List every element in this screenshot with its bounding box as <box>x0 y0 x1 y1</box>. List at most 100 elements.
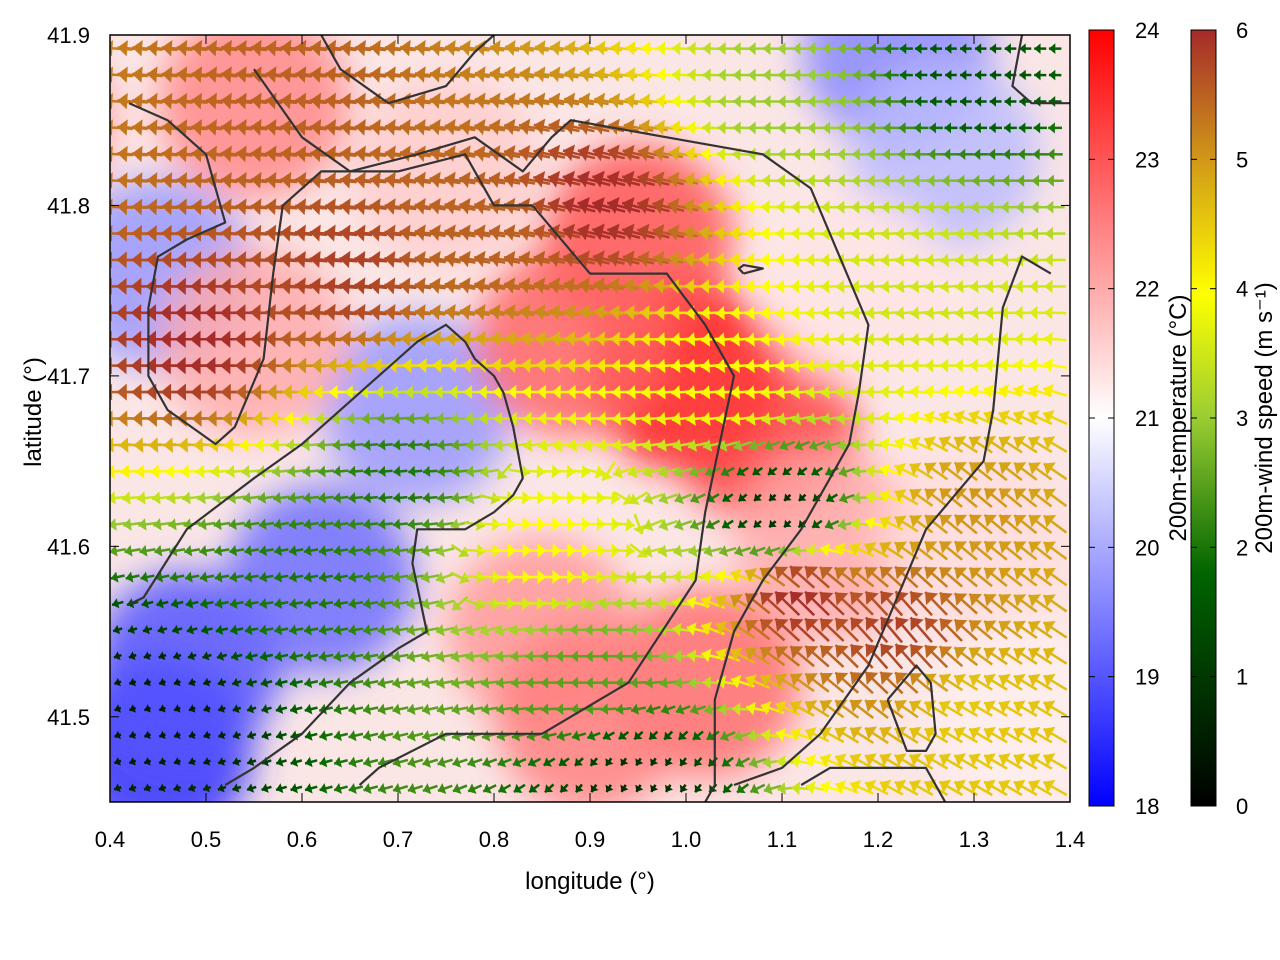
wind-arrow-222 <box>555 703 573 716</box>
wind-arrow-132 <box>173 730 181 739</box>
wind-arrow-1369 <box>473 224 506 241</box>
wind-arrow-312 <box>938 673 964 692</box>
y-tick-label: 41.7 <box>47 364 90 389</box>
wind-arrow-1243 <box>503 277 535 294</box>
wind-arrow-638 <box>1028 540 1053 561</box>
wind-arrow-1424 <box>339 198 372 216</box>
wind-arrow-610 <box>612 543 635 558</box>
wind-arrow-697 <box>953 513 978 535</box>
wind-arrow-809 <box>720 466 735 477</box>
wind-arrow-1722 <box>974 96 987 107</box>
wind-arrow-386 <box>142 624 153 635</box>
wind-arrow-1619 <box>384 119 416 136</box>
wind-arrow-161 <box>602 730 615 741</box>
wind-arrow-94 <box>558 757 570 767</box>
wind-arrow-229 <box>660 703 676 715</box>
wind-arrow-740 <box>643 492 664 505</box>
wind-arrow-472 <box>464 598 485 611</box>
wind-arrow-566 <box>909 565 934 589</box>
wind-arrow-1590 <box>912 148 930 161</box>
wind-arrow-1445 <box>652 197 685 215</box>
wind-arrow-71 <box>217 757 226 766</box>
wind-arrow-613 <box>657 544 679 558</box>
wind-arrow-404 <box>406 624 424 637</box>
wind-arrow-873 <box>718 439 738 452</box>
wind-arrow-11 <box>275 783 288 794</box>
wind-arrow-654 <box>318 518 334 530</box>
x-tick-label: 0.7 <box>383 827 414 852</box>
wind-arrow-1662 <box>1033 122 1047 134</box>
wind-arrow-758 <box>909 488 934 507</box>
wind-arrow-634 <box>968 540 993 561</box>
wind-arrow-1736 <box>221 66 253 83</box>
wind-arrow-187 <box>983 726 1008 744</box>
wind-arrow-1316 <box>637 250 669 268</box>
wind-arrow-116 <box>879 753 904 770</box>
wind-arrow-1317 <box>653 250 684 268</box>
wind-arrow-1299 <box>384 250 417 268</box>
wind-arrow-1778 <box>852 68 871 82</box>
wind-arrow-457 <box>244 597 259 610</box>
wind-arrow-377 <box>953 646 979 667</box>
wind-arrow-85 <box>422 756 439 768</box>
wind-arrow-17 <box>363 782 379 795</box>
x-axis-ticks: 0.4 0.5 0.6 0.7 0.8 0.9 1.0 1.1 1.2 1.3 1.4 <box>95 35 1085 852</box>
wind-arrow-575 <box>1042 567 1068 587</box>
wind-arrow-1807 <box>325 39 357 57</box>
wind-arrow-1508 <box>637 170 670 188</box>
wind-arrow-37 <box>664 784 674 793</box>
wind-arrow-1426 <box>369 198 402 215</box>
wind-arrow-337 <box>362 650 379 663</box>
wind-arrow-1801 <box>235 39 268 57</box>
wind-arrow-1215 <box>1044 305 1067 320</box>
wind-arrow-1427 <box>384 198 417 215</box>
wind-arrow-382 <box>1028 647 1053 665</box>
wind-arrow-77 <box>304 756 318 768</box>
wind-arrow-374 <box>909 643 934 669</box>
wind-arrow-293 <box>659 676 677 689</box>
wind-arrow-721 <box>363 492 378 504</box>
wind-arrow-328 <box>230 651 243 662</box>
wind-arrow-1614 <box>310 119 342 136</box>
wind-arrow-1170 <box>369 303 402 321</box>
wind-arrow-696 <box>939 514 963 535</box>
wind-arrow-230 <box>675 703 691 715</box>
wind-arrow-813 <box>782 466 793 476</box>
wind-arrow-1549 <box>295 145 327 163</box>
wind-arrow-568 <box>938 566 964 588</box>
wind-arrow-1841 <box>837 42 856 55</box>
wind-arrow-1653 <box>898 122 915 134</box>
wind-arrow-365 <box>774 645 801 667</box>
wind-arrow-464 <box>348 597 364 610</box>
wind-arrow-726 <box>437 492 453 504</box>
colorbar-tick-label: 20 <box>1135 535 1159 560</box>
wind-arrow-644 <box>168 518 187 531</box>
wind-arrow-585 <box>244 545 259 557</box>
wind-arrow-242 <box>849 699 874 719</box>
wind-arrow-177 <box>834 726 860 744</box>
wind-arrow-1440 <box>577 197 611 214</box>
wind-arrow-782 <box>317 465 335 478</box>
wind-arrow-746 <box>737 493 748 503</box>
wind-arrow-1609 <box>235 119 268 136</box>
wind-arrow-677 <box>658 518 678 531</box>
wind-arrow-1182 <box>549 304 579 321</box>
wind-arrow-1372 <box>518 224 551 241</box>
wind-arrow-703 <box>1043 514 1068 534</box>
wind-arrow-373 <box>894 643 919 670</box>
wind-arrow-619 <box>749 545 766 557</box>
wind-arrow-709 <box>182 491 203 505</box>
wind-arrow-593 <box>362 544 379 557</box>
wind-arrow-780 <box>287 465 306 478</box>
wind-arrow-1358 <box>309 224 343 242</box>
wind-arrow-163 <box>633 730 644 741</box>
wind-arrow-881 <box>837 438 857 452</box>
wind-arrow-363 <box>744 646 771 666</box>
wind-arrow-69 <box>188 757 196 766</box>
wind-arrow-615 <box>688 544 708 558</box>
colorbar-tick-label: 4 <box>1236 277 1248 302</box>
wind-arrow-1610 <box>250 119 283 136</box>
wind-arrow-1738 <box>250 66 283 83</box>
wind-arrow-1853 <box>1019 43 1032 54</box>
wind-arrow-737 <box>597 491 620 505</box>
